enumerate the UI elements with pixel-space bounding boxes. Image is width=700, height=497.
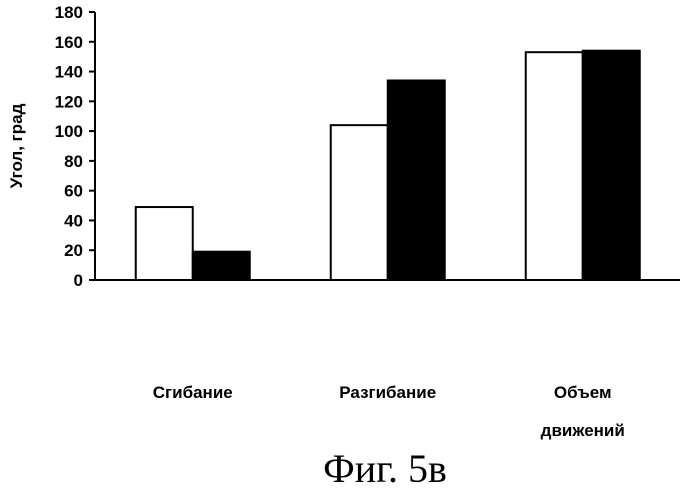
y-ticks-group: 0 20 40 60 80 100 120 140 160 180	[55, 3, 95, 290]
y-tick-label: 120	[55, 92, 83, 111]
y-tick-label: 80	[64, 152, 83, 171]
y-tick-label: 20	[64, 241, 83, 260]
y-tick-label: 60	[64, 182, 83, 201]
y-tick-label: 40	[64, 211, 83, 230]
y-tick-label: 140	[55, 63, 83, 82]
bar-1-1	[388, 80, 445, 280]
x-category-label: Разгибание	[339, 383, 436, 402]
y-axis-label: Угол, град	[7, 103, 26, 188]
y-tick-label: 180	[55, 3, 83, 22]
y-tick-label: 100	[55, 122, 83, 141]
y-tick-label: 0	[74, 271, 83, 290]
x-category-label: Сгибание	[153, 383, 233, 402]
bar-0-1	[193, 252, 250, 280]
bar-0-0	[136, 207, 193, 280]
bar-1-0	[331, 125, 388, 280]
bar-2-1	[583, 51, 640, 280]
bars-group	[136, 51, 640, 280]
x-category-label: Объем	[554, 383, 612, 402]
figure-caption: Фиг. 5в	[323, 446, 447, 491]
x-category-label: движений	[541, 421, 625, 440]
x-labels-group: Сгибание Разгибание Объем движений	[153, 383, 625, 440]
y-tick-label: 160	[55, 33, 83, 52]
bar-2-0	[526, 52, 583, 280]
